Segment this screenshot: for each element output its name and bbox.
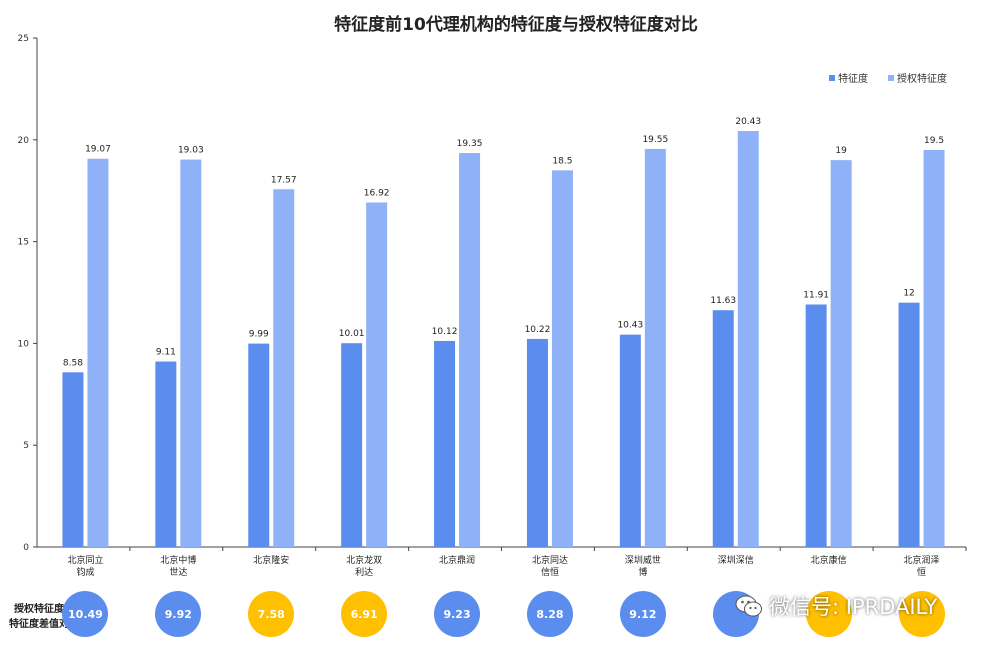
bar-feature-3 bbox=[248, 343, 270, 547]
y-tick-label: 20 bbox=[18, 136, 30, 146]
category-label: 北京鼎润 bbox=[439, 554, 475, 566]
legend-label: 特征度 bbox=[838, 72, 868, 85]
data-label: 8.58 bbox=[63, 358, 83, 368]
bar-feature-7 bbox=[619, 334, 641, 547]
data-label: 10.22 bbox=[525, 325, 551, 335]
diff-circle-1: 10.49 bbox=[62, 591, 109, 637]
diff-circle-6: 8.28 bbox=[526, 591, 573, 637]
diff-circle-5: 9.23 bbox=[434, 591, 481, 637]
data-label: 16.92 bbox=[364, 189, 390, 199]
bar-feature-6 bbox=[526, 338, 548, 547]
data-label: 11.63 bbox=[710, 296, 736, 306]
category-label: 北京龙双 bbox=[346, 554, 382, 566]
category-label: 北京润泽 bbox=[904, 554, 940, 566]
bar-authorized-4 bbox=[366, 202, 388, 548]
data-label: 19.07 bbox=[85, 145, 111, 155]
bar-authorized-7 bbox=[644, 148, 666, 547]
category-label: 深圳深信 bbox=[718, 554, 754, 566]
diff-circle-7: 9.12 bbox=[619, 591, 666, 637]
data-label: 17.57 bbox=[271, 175, 297, 185]
diff-circle-4: 6.91 bbox=[341, 591, 388, 637]
bar-feature-5 bbox=[434, 340, 456, 547]
data-label: 19.35 bbox=[457, 139, 483, 149]
data-label: 19.5 bbox=[924, 136, 944, 146]
bar-authorized-5 bbox=[459, 153, 481, 547]
category-label: 北京中博 bbox=[160, 554, 196, 566]
bar-feature-2 bbox=[155, 361, 177, 547]
diff-row-title-line2: 特征度差值对比 bbox=[9, 619, 79, 630]
legend: 特征度 授权特征度 bbox=[829, 72, 947, 85]
diff-circle-3: 7.58 bbox=[248, 591, 295, 637]
data-label: 9.99 bbox=[249, 330, 269, 340]
diff-row-title: 授权特征度与 特征度差值对比 bbox=[4, 602, 84, 632]
data-label: 9.11 bbox=[156, 348, 176, 358]
bar-feature-4 bbox=[341, 343, 363, 547]
diff-circle-9 bbox=[805, 591, 852, 637]
chart-title: 特征度前10代理机构的特征度与授权特征度对比 bbox=[334, 14, 698, 35]
bar-authorized-2 bbox=[180, 159, 202, 547]
category-label: 钧成 bbox=[76, 566, 94, 578]
legend-swatch bbox=[888, 75, 894, 81]
data-label: 10.43 bbox=[617, 321, 643, 331]
y-axis-ticks: 0 5 10 15 20 25 bbox=[18, 34, 37, 553]
data-labels: 8.58 19.07 9.11 19.03 9.99 17.57 10.01 16.92 10.… bbox=[63, 117, 944, 368]
diff-row-title-line1: 授权特征度与 bbox=[14, 604, 74, 615]
bar-authorized-9 bbox=[830, 160, 852, 547]
watermark: 微信号: IPRDAILY bbox=[735, 588, 937, 624]
wechat-icon bbox=[735, 595, 762, 617]
diff-circle-2: 9.92 bbox=[155, 591, 202, 637]
y-tick-label: 0 bbox=[23, 543, 29, 553]
category-label: 北京同立 bbox=[67, 554, 103, 566]
data-label: 19.03 bbox=[178, 146, 204, 156]
data-label: 10.12 bbox=[432, 327, 458, 337]
bar-authorized-8 bbox=[737, 131, 759, 547]
data-label: 19.55 bbox=[642, 135, 668, 145]
category-label: 深圳威世 bbox=[625, 554, 661, 566]
y-tick-label: 15 bbox=[18, 238, 29, 248]
bar-authorized-10 bbox=[923, 149, 945, 548]
bar-feature-10 bbox=[898, 302, 920, 547]
data-label: 10.01 bbox=[339, 329, 365, 339]
bar-authorized-1 bbox=[87, 158, 109, 547]
watermark-text: 微信号: IPRDAILY bbox=[769, 595, 938, 619]
category-label: 利达 bbox=[355, 566, 373, 578]
data-label: 19 bbox=[835, 146, 847, 156]
category-label: 博 bbox=[638, 566, 647, 578]
data-label: 20.43 bbox=[735, 117, 761, 127]
bar-authorized-3 bbox=[273, 189, 295, 548]
chart: 特征度前10代理机构的特征度与授权特征度对比 0 5 10 15 20 25 8.58 19… bbox=[18, 14, 967, 578]
data-label: 11.91 bbox=[803, 291, 829, 301]
y-tick-label: 5 bbox=[23, 441, 29, 451]
bar-feature-9 bbox=[805, 304, 827, 547]
category-label: 恒 bbox=[917, 566, 926, 578]
bar-authorized-6 bbox=[551, 170, 573, 547]
category-label: 北京康信 bbox=[811, 554, 847, 566]
bar-feature-1 bbox=[62, 372, 84, 547]
category-label: 信恒 bbox=[541, 566, 559, 578]
y-tick-label: 10 bbox=[18, 339, 30, 349]
category-label: 世达 bbox=[169, 566, 187, 578]
diff-circle-10 bbox=[898, 591, 945, 637]
legend-swatch bbox=[829, 75, 835, 81]
y-tick-label: 25 bbox=[18, 34, 29, 44]
bar-feature-8 bbox=[712, 310, 734, 547]
category-label: 北京同达 bbox=[532, 554, 568, 566]
legend-label: 授权特征度 bbox=[897, 72, 947, 85]
data-label: 18.5 bbox=[552, 156, 572, 166]
category-label: 北京隆安 bbox=[253, 554, 289, 566]
bars bbox=[62, 131, 945, 548]
data-label: 12 bbox=[903, 289, 914, 299]
